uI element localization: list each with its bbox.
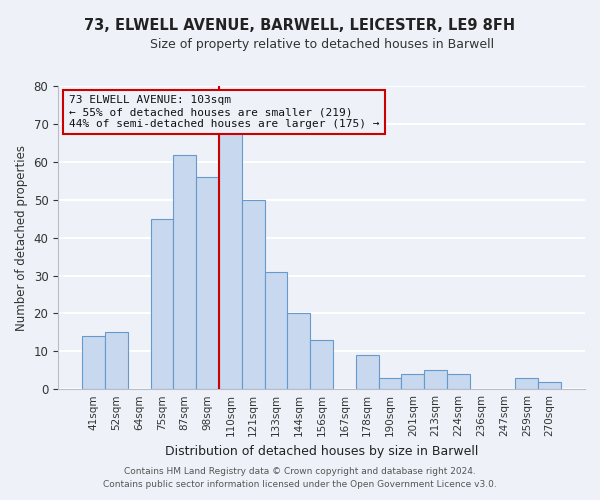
Bar [265, 272, 287, 389]
Text: Contains HM Land Registry data © Crown copyright and database right 2024.
Contai: Contains HM Land Registry data © Crown c… [103, 468, 497, 489]
Bar [515, 378, 538, 389]
Bar [401, 374, 424, 389]
Text: 73, ELWELL AVENUE, BARWELL, LEICESTER, LE9 8FH: 73, ELWELL AVENUE, BARWELL, LEICESTER, L… [85, 18, 515, 32]
Bar [356, 355, 379, 389]
Bar [424, 370, 447, 389]
Bar [151, 219, 173, 389]
Bar [287, 314, 310, 389]
Bar [242, 200, 265, 389]
Bar [105, 332, 128, 389]
Bar [447, 374, 470, 389]
Bar [310, 340, 333, 389]
Bar [82, 336, 105, 389]
Title: Size of property relative to detached houses in Barwell: Size of property relative to detached ho… [149, 38, 494, 51]
X-axis label: Distribution of detached houses by size in Barwell: Distribution of detached houses by size … [165, 444, 478, 458]
Bar [538, 382, 561, 389]
Y-axis label: Number of detached properties: Number of detached properties [15, 145, 28, 331]
Bar [379, 378, 401, 389]
Bar [173, 154, 196, 389]
Text: 73 ELWELL AVENUE: 103sqm
← 55% of detached houses are smaller (219)
44% of semi-: 73 ELWELL AVENUE: 103sqm ← 55% of detach… [68, 96, 379, 128]
Bar [219, 132, 242, 389]
Bar [196, 177, 219, 389]
